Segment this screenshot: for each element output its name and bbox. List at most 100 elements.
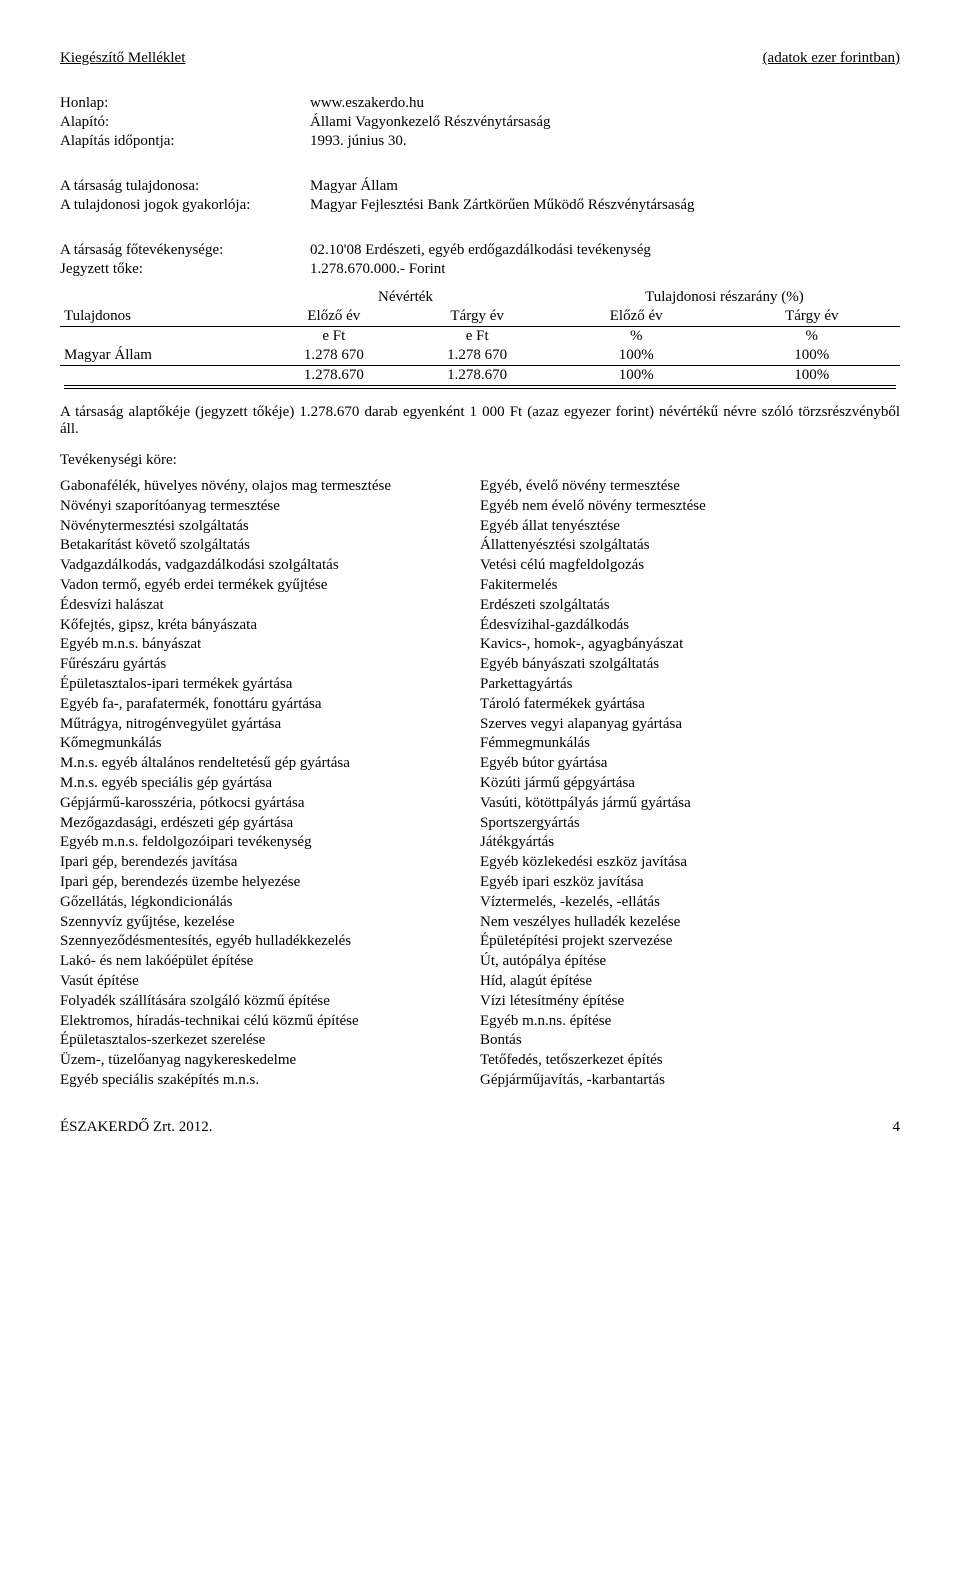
ownership-table: Névérték Tulajdonosi részarány (%) Tulaj… — [60, 288, 900, 390]
activity-item: Állattenyésztési szolgáltatás — [480, 536, 900, 556]
activity-item: Egyéb nem évelő növény termesztése — [480, 497, 900, 517]
activity-item: Vadon termő, egyéb erdei termékek gyűjté… — [60, 576, 480, 596]
page-header: Kiegészítő Melléklet (adatok ezer forint… — [60, 50, 900, 67]
basic-info: Honlap:www.eszakerdo.huAlapító:Állami Va… — [60, 95, 900, 150]
owner-name: Magyar Állam — [60, 346, 262, 366]
activity-item: Tároló fatermékek gyártása — [480, 695, 900, 715]
group-header-nominal: Névérték — [262, 288, 549, 307]
activity-item: Műtrágya, nitrogénvegyület gyártása — [60, 715, 480, 735]
kv-row: Honlap:www.eszakerdo.hu — [60, 95, 900, 112]
kv-value: 1.278.670.000.- Forint — [310, 261, 900, 278]
activity-item: Sportszergyártás — [480, 814, 900, 834]
activity-item: Fűrészáru gyártás — [60, 655, 480, 675]
activity-item: Út, autópálya építése — [480, 952, 900, 972]
activity-item: Gőzellátás, légkondicionálás — [60, 893, 480, 913]
activity-item: Kőfejtés, gipsz, kréta bányászata — [60, 616, 480, 636]
activity-item: Vízi létesítmény építése — [480, 992, 900, 1012]
activity-item: Szennyvíz gyűjtése, kezelése — [60, 913, 480, 933]
kv-value: 02.10'08 Erdészeti, egyéb erdőgazdálkodá… — [310, 242, 900, 259]
activity-info: A társaság főtevékenysége:02.10'08 Erdés… — [60, 242, 900, 278]
kv-label: A tulajdonosi jogok gyakorlója: — [60, 197, 310, 214]
activity-item: Víztermelés, -kezelés, -ellátás — [480, 893, 900, 913]
owner-info: A társaság tulajdonosa:Magyar ÁllamA tul… — [60, 178, 900, 214]
kv-row: A társaság tulajdonosa:Magyar Állam — [60, 178, 900, 195]
kv-label: Alapítás időpontja: — [60, 133, 310, 150]
kv-row: A tulajdonosi jogok gyakorlója:Magyar Fe… — [60, 197, 900, 214]
kv-label: A társaság főtevékenysége: — [60, 242, 310, 259]
kv-label: Jegyzett tőke: — [60, 261, 310, 278]
activity-item: Gabonafélék, hüvelyes növény, olajos mag… — [60, 477, 480, 497]
activity-item: Erdészeti szolgáltatás — [480, 596, 900, 616]
activity-item: Egyéb fa-, parafatermék, fonottáru gyárt… — [60, 695, 480, 715]
header-right: (adatok ezer forintban) — [763, 50, 900, 67]
kv-value: www.eszakerdo.hu — [310, 95, 900, 112]
activity-item: Tetőfedés, tetőszerkezet építés — [480, 1051, 900, 1071]
activity-item: Játékgyártás — [480, 833, 900, 853]
kv-row: Alapító:Állami Vagyonkezelő Részvénytárs… — [60, 114, 900, 131]
kv-label: A társaság tulajdonosa: — [60, 178, 310, 195]
activity-item: Vasúti, kötöttpályás jármű gyártása — [480, 794, 900, 814]
activities-title: Tevékenységi köre: — [60, 452, 900, 469]
kv-value: Magyar Fejlesztési Bank Zártkörűen Működ… — [310, 197, 900, 214]
kv-value: 1993. június 30. — [310, 133, 900, 150]
kv-label: Honlap: — [60, 95, 310, 112]
activity-item: Mezőgazdasági, erdészeti gép gyártása — [60, 814, 480, 834]
activity-item: Ipari gép, berendezés üzembe helyezése — [60, 873, 480, 893]
activity-item: Egyéb m.n.s. feldolgozóipari tevékenység — [60, 833, 480, 853]
kv-row: Alapítás időpontja:1993. június 30. — [60, 133, 900, 150]
activity-item: Parkettagyártás — [480, 675, 900, 695]
capital-paragraph: A társaság alaptőkéje (jegyzett tőkéje) … — [60, 404, 900, 438]
activity-item: Nem veszélyes hulladék kezelése — [480, 913, 900, 933]
activity-item: Szerves vegyi alapanyag gyártása — [480, 715, 900, 735]
activity-item: Folyadék szállítására szolgáló közmű épí… — [60, 992, 480, 1012]
activity-item: Egyéb m.n.ns. építése — [480, 1012, 900, 1032]
activity-item: Kavics-, homok-, agyagbányászat — [480, 635, 900, 655]
activity-item: Egyéb bányászati szolgáltatás — [480, 655, 900, 675]
activity-item: Vadgazdálkodás, vadgazdálkodási szolgált… — [60, 556, 480, 576]
activity-item: Ipari gép, berendezés javítása — [60, 853, 480, 873]
activity-item: Szennyeződésmentesítés, egyéb hulladékke… — [60, 932, 480, 952]
activity-item: Vasút építése — [60, 972, 480, 992]
activity-item: Növénytermesztési szolgáltatás — [60, 517, 480, 537]
activity-item: M.n.s. egyéb általános rendeltetésű gép … — [60, 754, 480, 774]
activity-item: Fakitermelés — [480, 576, 900, 596]
activity-item: Egyéb speciális szaképítés m.n.s. — [60, 1071, 480, 1091]
footer-page-number: 4 — [893, 1119, 901, 1136]
activity-item: M.n.s. egyéb speciális gép gyártása — [60, 774, 480, 794]
kv-row: Jegyzett tőke:1.278.670.000.- Forint — [60, 261, 900, 278]
activity-item: Gépjármű-karosszéria, pótkocsi gyártása — [60, 794, 480, 814]
activity-item: Édesvízihal-gazdálkodás — [480, 616, 900, 636]
activity-item: Épületasztalos-ipari termékek gyártása — [60, 675, 480, 695]
kv-value: Magyar Állam — [310, 178, 900, 195]
kv-value: Állami Vagyonkezelő Részvénytársaság — [310, 114, 900, 131]
activity-item: Híd, alagút építése — [480, 972, 900, 992]
col-prev-share: Előző év — [549, 307, 724, 327]
activity-item: Egyéb bútor gyártása — [480, 754, 900, 774]
col-owner: Tulajdonos — [60, 307, 262, 327]
activity-item: Növényi szaporítóanyag termesztése — [60, 497, 480, 517]
col-curr-nom: Tárgy év — [405, 307, 548, 327]
footer-left: ÉSZAKERDŐ Zrt. 2012. — [60, 1119, 213, 1136]
activities-columns: Gabonafélék, hüvelyes növény, olajos mag… — [60, 477, 900, 1091]
col-curr-share: Tárgy év — [724, 307, 900, 327]
header-left: Kiegészítő Melléklet — [60, 50, 185, 67]
kv-row: A társaság főtevékenysége:02.10'08 Erdés… — [60, 242, 900, 259]
activity-item: Elektromos, híradás-technikai célú közmű… — [60, 1012, 480, 1032]
activity-item: Egyéb közlekedési eszköz javítása — [480, 853, 900, 873]
activity-item: Egyéb, évelő növény termesztése — [480, 477, 900, 497]
activity-item: Üzem-, tüzelőanyag nagykereskedelme — [60, 1051, 480, 1071]
activity-item: Egyéb m.n.s. bányászat — [60, 635, 480, 655]
activity-item: Bontás — [480, 1031, 900, 1051]
activity-item: Épületépítési projekt szervezése — [480, 932, 900, 952]
page-footer: ÉSZAKERDŐ Zrt. 2012. 4 — [60, 1119, 900, 1136]
activities-right: Egyéb, évelő növény termesztéseEgyéb nem… — [480, 477, 900, 1091]
kv-label: Alapító: — [60, 114, 310, 131]
activity-item: Közúti jármű gépgyártása — [480, 774, 900, 794]
activity-item: Épületasztalos-szerkezet szerelése — [60, 1031, 480, 1051]
activity-item: Vetési célú magfeldolgozás — [480, 556, 900, 576]
group-header-share: Tulajdonosi részarány (%) — [549, 288, 900, 307]
activity-item: Édesvízi halászat — [60, 596, 480, 616]
activity-item: Gépjárműjavítás, -karbantartás — [480, 1071, 900, 1091]
activity-item: Kőmegmunkálás — [60, 734, 480, 754]
activity-item: Egyéb állat tenyésztése — [480, 517, 900, 537]
